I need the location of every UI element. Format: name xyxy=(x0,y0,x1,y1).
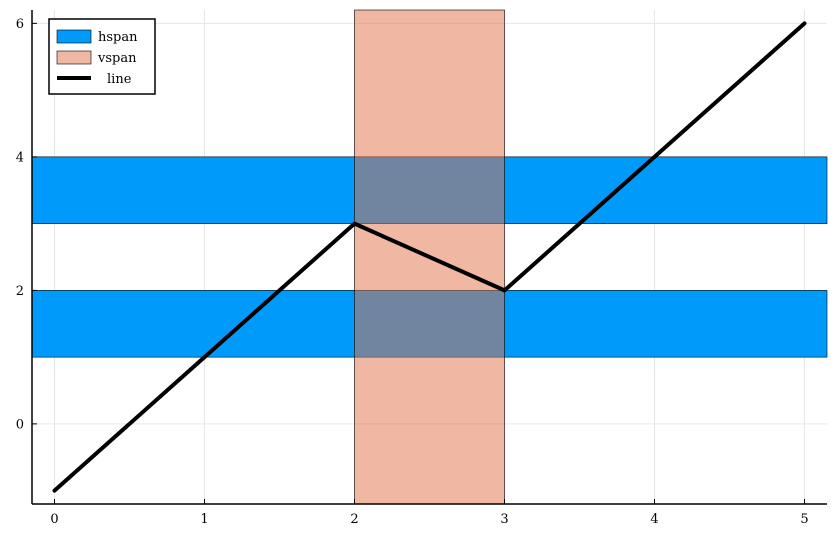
y-tick-labels: 0 2 4 6 xyxy=(16,17,37,432)
legend-label-hspan: hspan xyxy=(98,30,138,45)
y-tick-label-2: 4 xyxy=(16,150,24,165)
legend-swatch-hspan xyxy=(56,29,92,44)
y-tick-label-0: 0 xyxy=(16,417,24,432)
legend-label-line: line xyxy=(107,72,132,87)
x-tick-label-1: 1 xyxy=(200,512,208,527)
legend: hspan vspan line xyxy=(48,18,156,95)
line-series xyxy=(52,21,807,493)
x-tick-labels: 0 1 2 3 4 5 xyxy=(50,499,809,527)
y-tick-label-3: 6 xyxy=(16,17,24,32)
axes xyxy=(31,10,827,505)
x-tick-label-2: 2 xyxy=(350,512,358,527)
legend-swatch-vspan xyxy=(56,50,92,65)
x-tick-label-4: 4 xyxy=(650,512,658,527)
y-tick-label-1: 2 xyxy=(16,284,24,299)
x-tick-label-0: 0 xyxy=(50,512,58,527)
legend-label-vspan: vspan xyxy=(97,51,137,66)
x-tick-label-5: 5 xyxy=(800,512,808,527)
series-line xyxy=(52,21,807,493)
x-tick-label-3: 3 xyxy=(500,512,508,527)
